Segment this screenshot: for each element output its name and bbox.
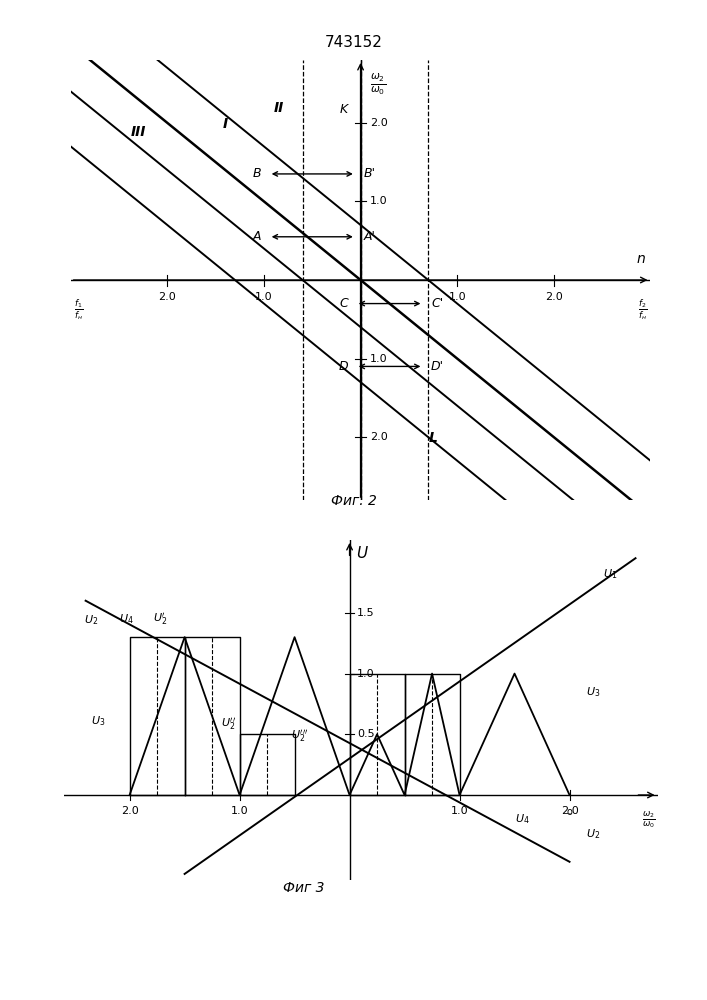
Text: 1.5: 1.5: [357, 608, 375, 618]
Text: 2.0: 2.0: [121, 806, 139, 816]
Text: 1.0: 1.0: [448, 292, 466, 302]
Text: 2.0: 2.0: [545, 292, 563, 302]
Text: $U_2$: $U_2$: [586, 827, 600, 841]
Text: 1.0: 1.0: [451, 806, 468, 816]
Text: U: U: [356, 546, 368, 561]
Text: Фиг. 2: Фиг. 2: [331, 494, 376, 508]
Text: 1.0: 1.0: [370, 354, 388, 364]
Text: $U_3$: $U_3$: [586, 685, 600, 699]
Text: 2.0: 2.0: [370, 118, 388, 128]
Text: L: L: [428, 431, 438, 445]
Text: D: D: [339, 360, 348, 373]
Text: $U_3$: $U_3$: [91, 714, 105, 728]
Text: D': D': [431, 360, 444, 373]
Text: $\frac{f_2}{f_н}$: $\frac{f_2}{f_н}$: [638, 297, 648, 322]
Text: 0.5: 0.5: [357, 729, 375, 739]
Text: 743152: 743152: [325, 35, 382, 50]
Text: III: III: [131, 125, 146, 139]
Text: $U_2'''$: $U_2'''$: [291, 728, 309, 744]
Text: A': A': [363, 230, 375, 243]
Text: $U_4$: $U_4$: [119, 612, 134, 626]
Text: $U_1$: $U_1$: [602, 567, 617, 581]
Text: 2.0: 2.0: [158, 292, 176, 302]
Text: B: B: [252, 167, 261, 180]
Text: C: C: [339, 297, 348, 310]
Text: $U_2$: $U_2$: [84, 614, 98, 627]
Text: K: K: [339, 103, 348, 116]
Text: 1.0: 1.0: [370, 196, 388, 206]
Text: 2.0: 2.0: [561, 806, 578, 816]
Text: $U_2''$: $U_2''$: [221, 716, 236, 732]
Text: I: I: [223, 117, 228, 131]
Text: $\frac{\omega_2}{\omega_0}$: $\frac{\omega_2}{\omega_0}$: [642, 810, 655, 830]
Text: 1.0: 1.0: [357, 669, 375, 679]
Text: $U_4$: $U_4$: [515, 812, 530, 826]
Text: 1.0: 1.0: [255, 292, 273, 302]
Text: 1.0: 1.0: [230, 806, 248, 816]
Text: $U_2'$: $U_2'$: [153, 611, 168, 627]
Text: C': C': [431, 297, 443, 310]
Text: $\frac{\omega_2}{\omega_0}$: $\frac{\omega_2}{\omega_0}$: [370, 72, 386, 97]
Text: $n$: $n$: [636, 252, 645, 266]
Text: II: II: [274, 101, 284, 115]
Text: 2.0: 2.0: [370, 432, 388, 442]
Text: o: o: [566, 807, 573, 817]
Text: A: A: [252, 230, 261, 243]
Text: Фиг 3: Фиг 3: [284, 881, 325, 895]
Text: $\frac{f_1}{f_н}$: $\frac{f_1}{f_н}$: [74, 297, 83, 322]
Text: B': B': [363, 167, 375, 180]
